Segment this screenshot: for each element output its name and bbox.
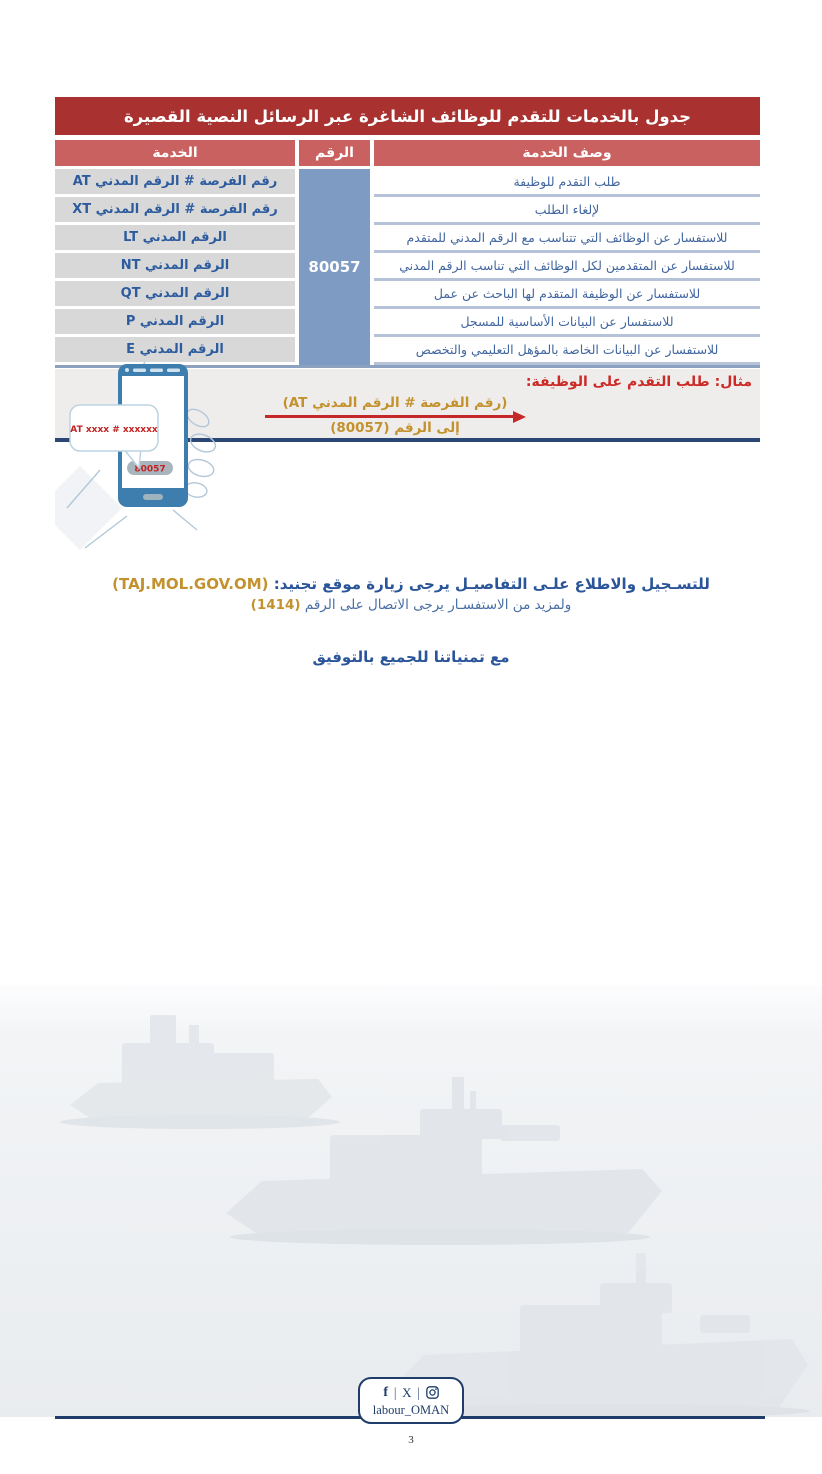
- social-media-badge[interactable]: f | X | labour_OMAN: [358, 1377, 464, 1424]
- table-row-description: لإلغاء الطلب: [374, 197, 760, 225]
- arrow-right-icon: [513, 410, 526, 423]
- naval-ships-background-image: [0, 985, 822, 1417]
- description-column: طلب التقدم للوظيفة لإلغاء الطلب للاستفسا…: [374, 169, 760, 365]
- diamond-decoration: [55, 466, 122, 550]
- social-icons-row: f | X |: [383, 1384, 439, 1402]
- service-column: رقم الفرصة # الرقم المدني AT رقم الفرصة …: [55, 169, 295, 365]
- column-header-description: وصف الخدمة: [374, 140, 760, 166]
- table-header-row: الخدمة الرقم وصف الخدمة: [55, 140, 760, 166]
- table-row-description: للاستفسار عن البيانات الخاصة بالمؤهل الت…: [374, 337, 760, 365]
- table-body: رقم الفرصة # الرقم المدني AT رقم الفرصة …: [55, 169, 760, 365]
- table-row-service: الرقم المدني LT: [55, 225, 295, 250]
- shared-sms-number-cell: 80057: [299, 169, 370, 365]
- page-number: 3: [408, 1434, 414, 1446]
- table-row-service: الرقم المدني P: [55, 309, 295, 334]
- sms-speech-bubble: AT xxxx # xxxxxx: [69, 404, 159, 470]
- inquiry-prefix-text: ولمزيد من الاستفسـار يرجى الاتصال على ال…: [300, 597, 572, 613]
- home-button: [143, 494, 163, 500]
- table-row-description: للاستفسار عن البيانات الأساسية للمسجل: [374, 309, 760, 337]
- icon-separator: |: [393, 1385, 398, 1400]
- ship-silhouette-1: [60, 1015, 340, 1129]
- icon-separator: |: [416, 1385, 421, 1400]
- table-row-service: الرقم المدني QT: [55, 281, 295, 306]
- x-twitter-icon[interactable]: X: [402, 1385, 412, 1400]
- table-row-service: رقم الفرصة # الرقم المدني XT: [55, 197, 295, 222]
- ship-silhouette-2: [226, 1077, 662, 1245]
- inquiry-line: ولمزيد من الاستفسـار يرجى الاتصال على ال…: [0, 597, 822, 613]
- table-row-description: للاستفسار عن المتقدمين لكل الوظائف التي …: [374, 253, 760, 281]
- column-header-service: الخدمة: [55, 140, 295, 166]
- facebook-icon[interactable]: f: [383, 1384, 389, 1400]
- table-row-service: رقم الفرصة # الرقم المدني AT: [55, 169, 295, 194]
- table-title: جدول بالخدمات للتقدم للوظائف الشاغرة عبر…: [55, 97, 760, 135]
- instagram-icon[interactable]: [425, 1386, 439, 1399]
- table-row-service: الرقم المدني E: [55, 337, 295, 362]
- taj-site-text: (TAJ.MOL.GOV.OM): [112, 575, 269, 593]
- example-title: مثال: طلب التقدم على الوظيفة:: [525, 374, 752, 390]
- table-row-description: للاستفسار عن الوظائف التي تتناسب مع الرق…: [374, 225, 760, 253]
- table-row-service: الرقم المدني NT: [55, 253, 295, 278]
- section-divider-line: [55, 438, 760, 442]
- table-row-description: للاستفسار عن الوظيفة المتقدم لها الباحث …: [374, 281, 760, 309]
- arrow-line: [265, 415, 515, 418]
- inquiry-number-text: (1414): [250, 597, 301, 613]
- social-handle[interactable]: labour_OMAN: [372, 1402, 450, 1417]
- ship-silhouette-3: [392, 1253, 810, 1417]
- column-header-number: الرقم: [299, 140, 370, 166]
- registration-info: للتسـجيل والاطلاع علـى التفاصيـل يرجى زي…: [0, 575, 822, 613]
- example-destination-number: إلى الرقم (80057): [330, 420, 460, 436]
- sms-bubble-text: AT xxxx # xxxxxx: [70, 425, 158, 435]
- phone-in-hand-illustration: 80057 AT xxxx # xxxxxx: [55, 361, 217, 550]
- phone-number-text: 80057: [134, 465, 165, 475]
- table-row-description: طلب التقدم للوظيفة: [374, 169, 760, 197]
- register-line: للتسـجيل والاطلاع علـى التفاصيـل يرجى زي…: [0, 575, 822, 593]
- sms-services-table: جدول بالخدمات للتقدم للوظائف الشاغرة عبر…: [55, 97, 760, 368]
- example-sms-format: (رقم الفرصة # الرقم المدني AT): [282, 395, 508, 411]
- register-prefix-text: للتسـجيل والاطلاع علـى التفاصيـل يرجى زي…: [268, 575, 710, 593]
- table-bottom-rule: [55, 365, 760, 368]
- good-wishes-text: مع تمنياتنا للجميع بالتوفيق: [312, 648, 510, 666]
